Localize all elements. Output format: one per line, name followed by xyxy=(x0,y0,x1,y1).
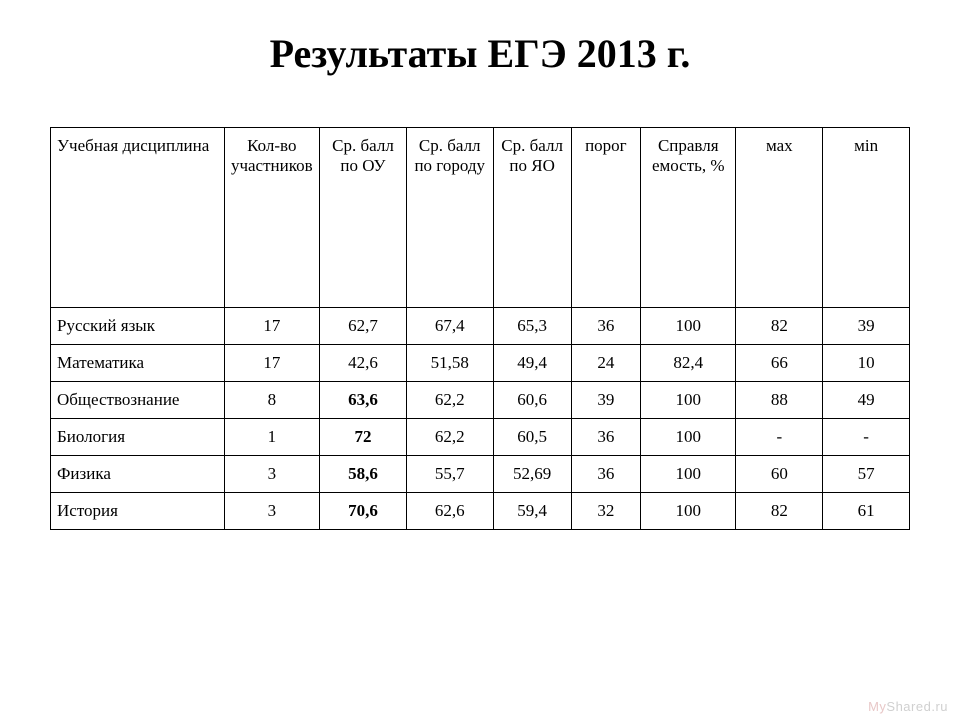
table-cell: 100 xyxy=(641,382,736,419)
watermark-shared: Shared xyxy=(886,699,931,714)
table-header-cell: Учебная дисциплина xyxy=(51,128,225,308)
slide: Результаты ЕГЭ 2013 г. Учебная дисциплин… xyxy=(0,0,960,720)
table-cell: - xyxy=(823,419,910,456)
table-cell: 58,6 xyxy=(320,456,407,493)
table-cell: 36 xyxy=(571,308,640,345)
table-cell: 57 xyxy=(823,456,910,493)
table-cell: 62,7 xyxy=(320,308,407,345)
table-cell: 51,58 xyxy=(406,345,493,382)
table-cell: 62,6 xyxy=(406,493,493,530)
table-cell: 52,69 xyxy=(493,456,571,493)
table-cell: 32 xyxy=(571,493,640,530)
table-header-cell: Ср. балл по ОУ xyxy=(320,128,407,308)
page-title: Результаты ЕГЭ 2013 г. xyxy=(50,30,910,77)
table-cell: 67,4 xyxy=(406,308,493,345)
table-cell: 55,7 xyxy=(406,456,493,493)
results-table: Учебная дисциплинаКол-во участниковСр. б… xyxy=(50,127,910,530)
table-header-cell: мin xyxy=(823,128,910,308)
table-cell: История xyxy=(51,493,225,530)
watermark: MyShared.ru xyxy=(868,699,948,714)
table-cell: 39 xyxy=(823,308,910,345)
table-cell: 49 xyxy=(823,382,910,419)
table-cell: 3 xyxy=(224,456,320,493)
table-header-cell: Ср. балл по ЯО xyxy=(493,128,571,308)
table-cell: 82,4 xyxy=(641,345,736,382)
table-cell: 59,4 xyxy=(493,493,571,530)
table-cell: 88 xyxy=(736,382,823,419)
table-row: История370,662,659,4321008261 xyxy=(51,493,910,530)
table-cell: 1 xyxy=(224,419,320,456)
table-cell: 36 xyxy=(571,456,640,493)
table-cell: 63,6 xyxy=(320,382,407,419)
table-cell: Биология xyxy=(51,419,225,456)
table-header-cell: мах xyxy=(736,128,823,308)
table-cell: 82 xyxy=(736,493,823,530)
table-header-cell: Ср. балл по городу xyxy=(406,128,493,308)
table-cell: 39 xyxy=(571,382,640,419)
table-cell: Обществознание xyxy=(51,382,225,419)
table-cell: 61 xyxy=(823,493,910,530)
table-cell: 3 xyxy=(224,493,320,530)
table-cell: 10 xyxy=(823,345,910,382)
table-cell: 49,4 xyxy=(493,345,571,382)
watermark-my: My xyxy=(868,699,886,714)
table-cell: 100 xyxy=(641,419,736,456)
table-cell: 62,2 xyxy=(406,382,493,419)
table-row: Физика358,655,752,69361006057 xyxy=(51,456,910,493)
table-cell: 62,2 xyxy=(406,419,493,456)
table-cell: - xyxy=(736,419,823,456)
table-cell: 24 xyxy=(571,345,640,382)
table-cell: 36 xyxy=(571,419,640,456)
table-cell: 60,5 xyxy=(493,419,571,456)
table-cell: 70,6 xyxy=(320,493,407,530)
table-cell: 65,3 xyxy=(493,308,571,345)
table-cell: 82 xyxy=(736,308,823,345)
table-cell: 17 xyxy=(224,345,320,382)
table-cell: 17 xyxy=(224,308,320,345)
table-header-cell: порог xyxy=(571,128,640,308)
table-cell: 60,6 xyxy=(493,382,571,419)
table-cell: 100 xyxy=(641,308,736,345)
table-row: Математика1742,651,5849,42482,46610 xyxy=(51,345,910,382)
table-cell: 66 xyxy=(736,345,823,382)
table-cell: Физика xyxy=(51,456,225,493)
table-cell: Математика xyxy=(51,345,225,382)
table-cell: 72 xyxy=(320,419,407,456)
table-cell: 8 xyxy=(224,382,320,419)
table-cell: 100 xyxy=(641,456,736,493)
table-cell: 42,6 xyxy=(320,345,407,382)
table-row: Биология17262,260,536100-- xyxy=(51,419,910,456)
table-row: Русский язык1762,767,465,3361008239 xyxy=(51,308,910,345)
table-cell: 60 xyxy=(736,456,823,493)
table-cell: Русский язык xyxy=(51,308,225,345)
table-header-cell: Кол-во участников xyxy=(224,128,320,308)
table-cell: 100 xyxy=(641,493,736,530)
table-header-cell: Справля емость, % xyxy=(641,128,736,308)
table-header-row: Учебная дисциплинаКол-во участниковСр. б… xyxy=(51,128,910,308)
table-row: Обществознание863,662,260,6391008849 xyxy=(51,382,910,419)
